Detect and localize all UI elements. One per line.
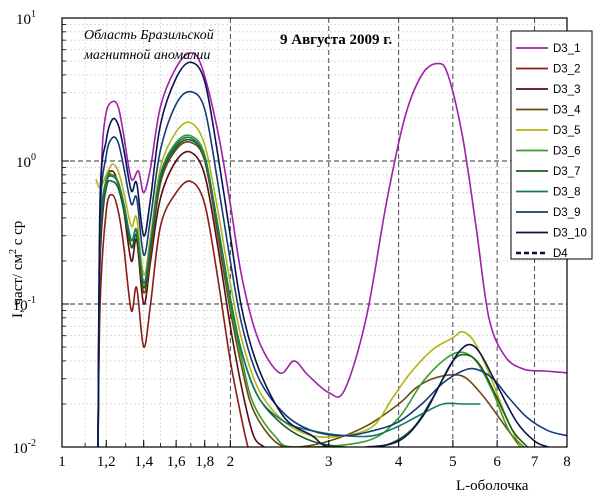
x-tick-label: 3 [325, 454, 333, 470]
series-line-d3-10 [97, 61, 549, 447]
y-tick-label: 10-2 [13, 438, 36, 457]
legend-label: D3_7 [553, 166, 581, 178]
series-line-d3-3 [97, 150, 265, 447]
series-line-d3-2 [97, 180, 249, 447]
legend: D3_1 D3_2 D3_3 D3_4 D3_5 D3_6 D3_7 D3_8 D3_9 D3_1… [510, 30, 593, 260]
y-axis-title-sup: 2 [8, 249, 19, 254]
x-tick-label: 6 [493, 454, 501, 470]
x-tick-label: 8 [563, 454, 571, 470]
x-tick-label: 1 [58, 454, 66, 470]
grid [62, 18, 567, 447]
y-tick-label-base: 10 [13, 441, 28, 457]
y-axis-title: I, част/ см2 с ср [8, 221, 26, 318]
legend-label: D3_3 [553, 84, 581, 96]
x-tick-label: 5 [449, 454, 457, 470]
legend-label: D3_1 [553, 43, 581, 55]
x-tick-label: 1,6 [167, 454, 186, 470]
y-tick-label-exp: -1 [28, 295, 36, 306]
legend-label: D3_6 [553, 146, 581, 158]
y-tick-label-exp: 1 [31, 9, 36, 20]
y-tick-label: 100 [16, 152, 36, 171]
x-tick-label: 7 [531, 454, 539, 470]
y-tick-label-exp: 0 [31, 152, 36, 163]
region-label-line2: магнитной аномалии [83, 48, 210, 63]
y-tick-label: 101 [16, 9, 36, 28]
region-label-line1: Область Бразильской [84, 28, 214, 43]
chart-title: 9 Августа 2009 г. [280, 32, 392, 48]
series-line-d3-8 [97, 136, 481, 447]
legend-label: D3_10 [553, 228, 587, 240]
x-tick-label: 1,4 [134, 454, 153, 470]
x-tick-label: 1,8 [195, 454, 214, 470]
series-line-d3-9 [97, 90, 567, 447]
y-tick-label-base: 10 [16, 155, 31, 171]
x-tick-label: 1,2 [97, 454, 116, 470]
legend-label: D3_4 [553, 105, 581, 117]
y-tick-label: 10-1 [13, 295, 36, 314]
y-tick-label-base: 10 [16, 12, 31, 28]
y-tick-label-exp: -2 [28, 438, 36, 449]
legend-label: D3_9 [553, 207, 581, 219]
legend-label: D3_8 [553, 187, 581, 199]
series-line-d3-1 [97, 52, 567, 447]
legend-label: D3_2 [553, 64, 581, 76]
y-axis-title-tail: с ср [10, 221, 26, 249]
x-axis-title: L-оболочка [456, 478, 529, 494]
series-line-d3-5 [95, 121, 522, 447]
legend-label: D4 [553, 248, 568, 260]
x-tick-label: 4 [395, 454, 403, 470]
series-lines [95, 52, 567, 447]
y-axis-title-main: I, част/ см [10, 254, 26, 318]
legend-label: D3_5 [553, 125, 581, 137]
y-tick-label-base: 10 [13, 298, 28, 314]
x-tick-label: 2 [227, 454, 235, 470]
